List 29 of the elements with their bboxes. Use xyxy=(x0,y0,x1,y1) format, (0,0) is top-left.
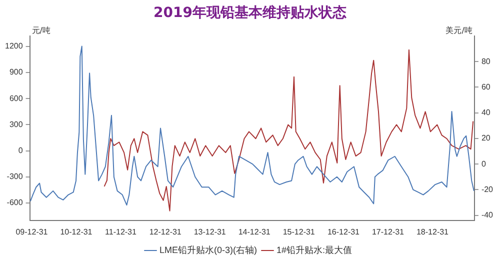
x-tick-label: 10-12-31 xyxy=(60,227,93,236)
y-axis-title: 元/吨 xyxy=(32,26,50,36)
y-tick-label: 900 xyxy=(9,68,24,77)
y2-tick-label: 80 xyxy=(481,56,491,66)
legend-label: 1#铅升贴水:最大值 xyxy=(276,244,352,255)
y-tick-label: 300 xyxy=(9,120,24,129)
x-tick-label: 13-12-31 xyxy=(194,227,226,236)
y2-tick-label: -20 xyxy=(481,184,494,194)
x-tick-label: 09-12-31 xyxy=(16,227,48,236)
y-tick-label: -600 xyxy=(6,198,24,208)
y2-tick-label: -40 xyxy=(481,210,494,220)
x-tick-label: 12-12-31 xyxy=(149,227,182,236)
y2-tick-label: 60 xyxy=(481,82,491,92)
y2-axis-title: 美元/吨 xyxy=(446,26,472,36)
y-tick-label: -300 xyxy=(6,172,24,182)
y-tick-label: 0 xyxy=(18,146,24,156)
y-tick-label: 600 xyxy=(9,94,24,103)
x-tick-label: 11-12-31 xyxy=(105,227,138,236)
y2-tick-label: 0 xyxy=(481,159,486,168)
y-tick-label: 1200 xyxy=(5,42,24,51)
x-tick-label: 16-12-31 xyxy=(327,227,360,236)
y2-tick-label: 40 xyxy=(481,108,491,118)
x-tick-label: 17-12-31 xyxy=(372,227,405,236)
x-tick-label: 15-12-31 xyxy=(282,227,316,236)
y2-tick-label: 20 xyxy=(481,134,491,143)
x-tick-label: 18-12-31 xyxy=(416,227,450,236)
x-tick-label: 14-12-31 xyxy=(238,227,271,236)
chart-title: 2019年现铅基本维持贴水状态 xyxy=(152,4,348,23)
legend-label: LME铅升贴水(0-3)(右轴) xyxy=(159,244,258,255)
